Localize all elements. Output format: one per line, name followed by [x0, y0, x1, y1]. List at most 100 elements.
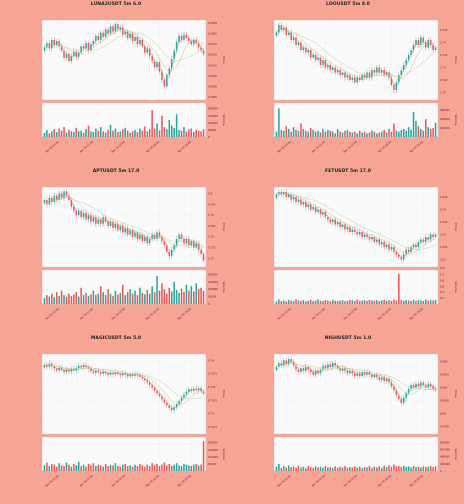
candle-body — [173, 245, 175, 250]
moving-average-line — [44, 196, 204, 248]
price-axis-label: Price — [454, 390, 458, 397]
volume-bar — [417, 300, 420, 304]
volume-bar — [410, 301, 412, 304]
candle-body — [82, 46, 85, 49]
candle-body — [158, 232, 161, 237]
candle-body — [166, 245, 168, 252]
volume-tick-label: 800000 — [440, 440, 450, 444]
volume-bar — [324, 465, 327, 471]
volume-bar — [283, 130, 285, 137]
volume-bar — [112, 130, 114, 137]
volume-bar — [129, 289, 131, 304]
candle-body — [134, 232, 136, 237]
candle-body — [202, 50, 205, 54]
volume-bar — [354, 131, 356, 137]
candle-body — [429, 383, 432, 387]
volume-bar — [109, 124, 112, 137]
candle-body — [77, 52, 80, 57]
volume-bar — [407, 127, 410, 137]
chart-title: MAGICUSDT 5m 5.0 — [91, 335, 141, 341]
volume-bar — [302, 300, 305, 304]
y-tick-label: 2.025 — [440, 245, 448, 249]
candle-body — [73, 206, 75, 211]
candle-body — [65, 369, 68, 373]
candle-body — [287, 32, 290, 35]
candle-body — [80, 210, 82, 218]
y-tick-label: 5.8 — [208, 191, 212, 195]
candle-body — [90, 368, 92, 372]
volume-bar — [144, 126, 146, 137]
candle-body — [48, 197, 51, 205]
volume-bar — [366, 467, 368, 471]
moving-average-line — [276, 362, 436, 390]
volume-bar — [395, 130, 398, 137]
volume-bar — [305, 130, 307, 137]
candle-body — [80, 365, 82, 368]
volume-bar — [139, 287, 141, 304]
volume-bar — [158, 130, 161, 137]
volume-bar — [119, 131, 122, 137]
volume-bar — [300, 301, 302, 304]
volume-tick-label: 100000 — [208, 121, 218, 125]
volume-bar — [129, 132, 131, 137]
volume-tick-label: 400000 — [440, 455, 450, 459]
volume-bar — [385, 467, 388, 471]
candle-body — [358, 373, 361, 376]
candle-body — [420, 239, 422, 242]
candle-body — [373, 70, 376, 73]
candle-body — [63, 191, 65, 198]
y-tick-label: 0.4995 — [208, 84, 217, 88]
candle-body — [144, 378, 146, 381]
volume-bar — [405, 466, 407, 471]
volume-bar — [368, 465, 371, 471]
candle-body — [124, 31, 126, 35]
volume-bar — [193, 464, 195, 471]
volume-bar — [70, 295, 73, 304]
candle-body — [297, 369, 300, 373]
y-tick-label: 0.0805 — [440, 398, 449, 402]
volume-bar — [146, 464, 149, 471]
volume-bar — [380, 131, 383, 137]
volume-bar — [417, 126, 420, 137]
candle-body — [307, 50, 310, 53]
candle-body — [368, 372, 371, 375]
volume-bar — [302, 128, 305, 137]
candle-body — [107, 373, 109, 375]
volume-bar — [43, 298, 46, 304]
volume-bar — [390, 301, 393, 304]
volume-bar — [114, 463, 117, 471]
volume-bar — [197, 465, 200, 471]
candle-body — [190, 241, 193, 246]
candle-body — [104, 217, 107, 222]
volume-bar — [166, 293, 168, 304]
candle-body — [354, 373, 356, 376]
y-tick-label: 2.735 — [440, 53, 448, 57]
y-tick-label: 0.73 — [208, 412, 214, 416]
candle-body — [119, 373, 122, 376]
candle-body — [87, 215, 90, 220]
volume-bar — [63, 466, 65, 471]
volume-tick-label: 200000 — [208, 272, 218, 276]
volume-tick-label: 50000 — [208, 128, 217, 132]
candle-body — [336, 365, 339, 369]
candle-body — [371, 374, 373, 378]
candle-body — [102, 217, 104, 224]
volume-bar — [170, 466, 173, 471]
candle-body — [175, 42, 178, 51]
candle-body — [80, 46, 82, 53]
volume-bar — [383, 129, 385, 137]
candle-body — [180, 397, 183, 401]
candle-body — [385, 244, 388, 247]
volume-bar — [188, 290, 190, 304]
volume-bar — [300, 467, 302, 471]
candle-body — [312, 207, 314, 210]
candle-body — [376, 374, 378, 378]
candle-body — [398, 75, 400, 83]
candle-body — [53, 40, 55, 46]
volume-bar — [104, 295, 107, 304]
volume-bar — [185, 464, 188, 471]
candle-body — [144, 236, 146, 242]
volume-bar — [175, 289, 178, 304]
